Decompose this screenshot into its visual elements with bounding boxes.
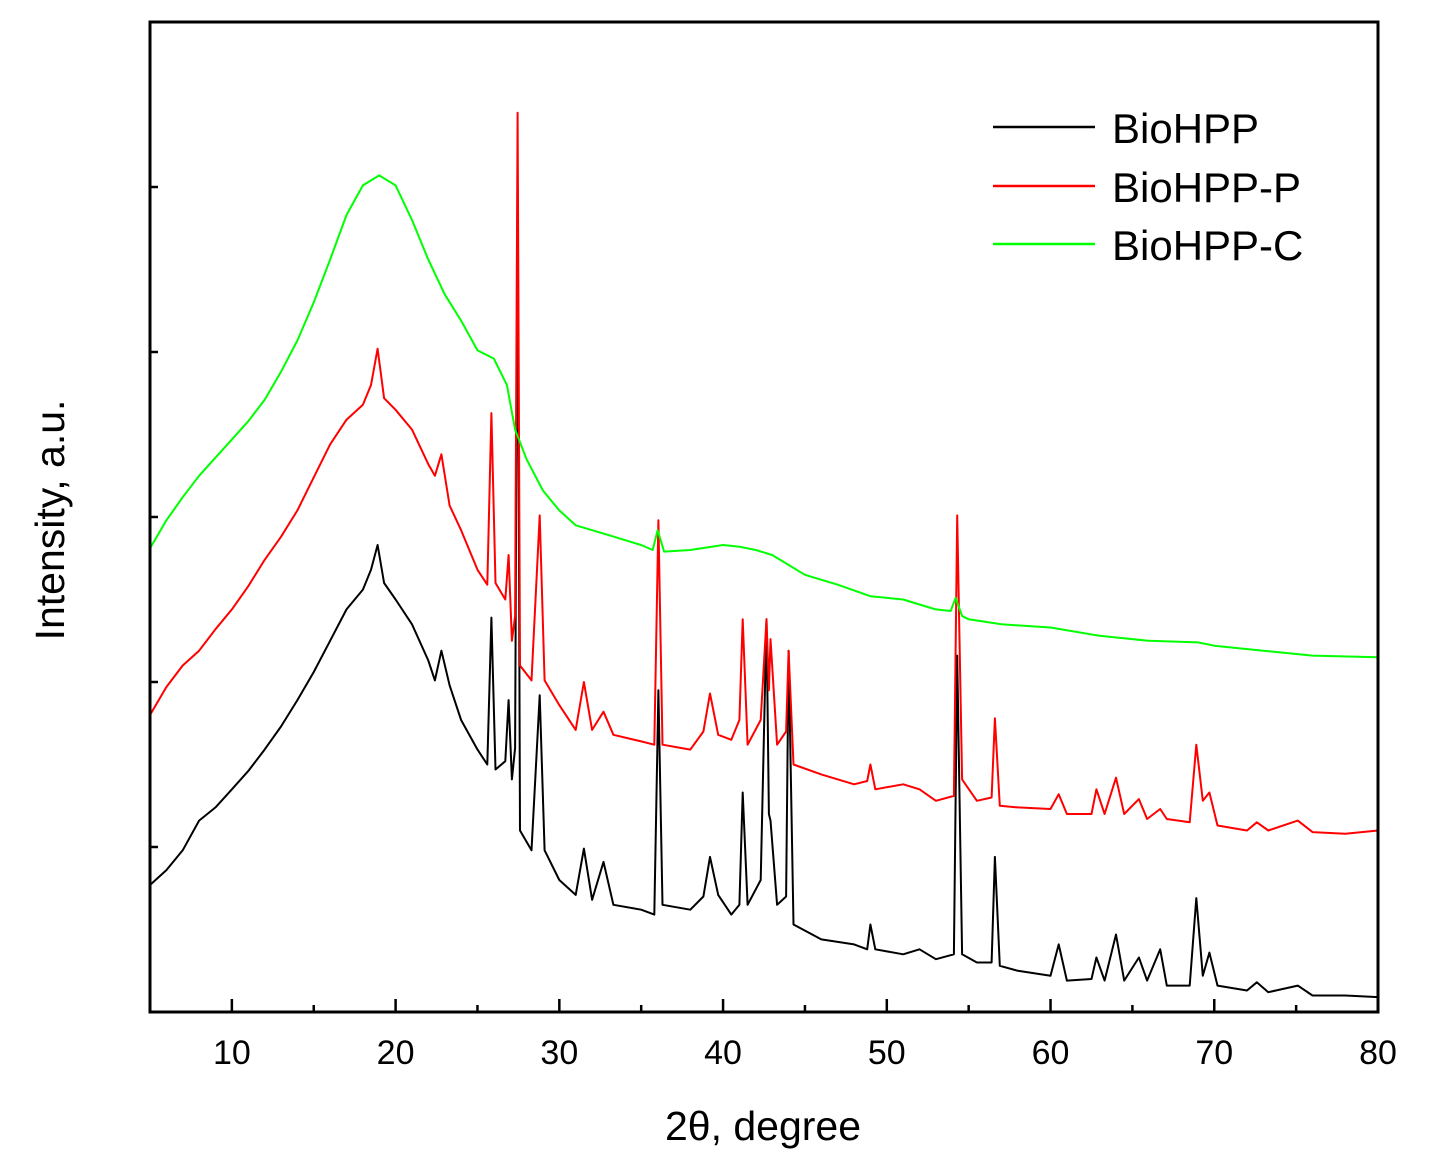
series-line-biohpp-c	[149, 174, 1379, 659]
legend-label-biohpp: BioHPP	[1112, 105, 1259, 152]
x-tick-label: 80	[1359, 1034, 1397, 1072]
series-layer	[149, 111, 1379, 999]
x-tick-label: 50	[868, 1034, 906, 1072]
x-tick-label: 20	[377, 1034, 415, 1072]
x-tick-label: 30	[540, 1034, 578, 1072]
legend-label-biohpp-p: BioHPP-P	[1112, 164, 1301, 211]
x-tick-label: 40	[704, 1034, 742, 1072]
tick-layer	[150, 185, 1380, 1012]
y-axis-label: Intensity, a.u.	[27, 400, 73, 641]
x-tick-label: 60	[1032, 1034, 1070, 1072]
x-tick-label: 70	[1195, 1034, 1233, 1072]
x-axis-label: 2θ, degree	[665, 1103, 861, 1149]
legend-label-biohpp-c: BioHPP-C	[1112, 222, 1303, 269]
tick-label-layer: 10 20 30 40 50 60 70 80	[213, 1034, 1397, 1072]
series-line-biohpp-p	[149, 111, 1379, 835]
series-line-biohpp	[149, 186, 1379, 999]
x-tick-label: 10	[213, 1034, 251, 1072]
legend: BioHPP BioHPP-P BioHPP-C	[993, 105, 1303, 269]
